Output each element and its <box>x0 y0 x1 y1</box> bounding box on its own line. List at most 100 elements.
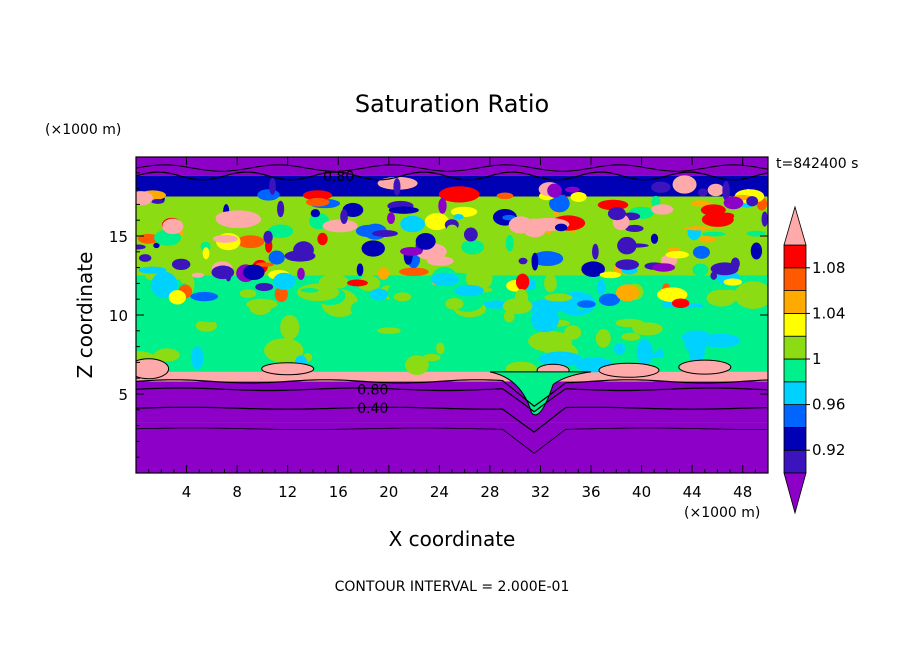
field-cell-dry <box>387 212 395 225</box>
contour-upper-080 <box>136 171 768 181</box>
field-cell-dry <box>356 263 364 277</box>
y-tick-label-2: 15 <box>109 228 128 246</box>
field-cell-upper <box>300 288 319 293</box>
x-tick-label-2: 12 <box>278 483 297 501</box>
field-cell-mid <box>150 271 178 299</box>
field-cell-upper <box>570 191 587 202</box>
field-cell-dry <box>310 209 321 218</box>
field-cell-upper <box>596 279 606 295</box>
low-lens-3 <box>598 362 660 378</box>
field-cell-mid <box>246 298 278 310</box>
saturation-cells <box>136 175 768 416</box>
field-cell-dry <box>415 232 436 250</box>
field-cell-upper <box>255 262 274 267</box>
colorbar-segment-2 <box>783 404 807 428</box>
field-cell-upper <box>302 190 333 201</box>
field-cell-mid <box>445 297 464 310</box>
field-cell-upper <box>479 292 492 303</box>
field-cell-upper <box>190 291 219 302</box>
field-cell-upper <box>502 298 533 315</box>
field-cell-mid <box>153 348 180 362</box>
field-cell-mid <box>688 338 705 365</box>
field-cell-upper <box>549 194 570 213</box>
field-cell-upper <box>544 293 573 302</box>
field-cell-dry <box>554 223 568 232</box>
field-cell-dry <box>746 196 759 207</box>
y-axis-title: Z coordinate <box>73 252 97 379</box>
field-cell-upper <box>236 235 265 249</box>
central-dip <box>489 371 592 416</box>
field-cell-mid <box>431 316 465 337</box>
x-tick-label-6: 28 <box>480 483 499 501</box>
low-lens-0 <box>136 358 170 380</box>
field-cell-mid <box>377 327 401 334</box>
field-cell-upper <box>426 256 454 266</box>
field-band-6 <box>136 157 768 176</box>
field-cell-upper <box>267 224 294 239</box>
field-cell-upper <box>153 242 160 249</box>
field-cell-dry <box>242 264 265 281</box>
field-cell-mid <box>350 300 375 318</box>
field-cell-upper <box>372 230 398 237</box>
field-cell-upper <box>667 247 681 253</box>
field-cell-mid <box>614 343 626 355</box>
colorbar-label-0: 0.92 <box>812 441 845 459</box>
colorbar-label-1: 0.96 <box>812 396 845 414</box>
field-cell-mid <box>632 322 663 336</box>
field-cell-supersaturated <box>322 219 358 233</box>
x-tick-label-1: 8 <box>232 483 242 501</box>
field-cell-upper <box>671 298 690 309</box>
field-cell-upper <box>702 231 726 237</box>
field-cell-upper <box>723 239 733 251</box>
field-cell-upper <box>255 282 274 292</box>
field-cell-dry <box>592 243 599 260</box>
field-cell-mid <box>190 346 204 370</box>
x-tick-label-10: 44 <box>683 483 702 501</box>
field-cell-dry <box>393 178 401 196</box>
field-cell-mid <box>422 353 441 362</box>
field-cell-mid <box>350 330 371 339</box>
field-cell-dry <box>617 236 637 255</box>
field-cell-upper <box>454 284 484 297</box>
field-cell-mid <box>538 351 583 367</box>
field-cell-dry <box>340 209 348 225</box>
field-cell-upper <box>657 287 688 303</box>
field-cell-upper <box>393 292 412 302</box>
contour-lower-040 <box>136 406 768 433</box>
colorbar-segment-5 <box>783 335 807 360</box>
contour-upper-060 <box>136 164 768 172</box>
field-cell-dry <box>615 259 640 270</box>
field-cell-mid <box>745 290 768 302</box>
field-cell-upper <box>257 189 280 201</box>
field-cell-upper <box>581 261 605 277</box>
contour-lower-080 <box>136 387 768 413</box>
field-cell-upper <box>136 244 146 250</box>
field-cell-supersaturated <box>508 216 533 234</box>
field-cell-mid <box>465 266 493 291</box>
x-axis-ticks: 4 8 12 16 20 24 28 32 36 40 44 48 <box>148 157 756 501</box>
field-cell-upper <box>665 251 689 259</box>
x-tick-label-7: 32 <box>531 483 550 501</box>
field-cell-mid <box>348 318 360 332</box>
field-cell-upper <box>692 245 710 259</box>
field-cell-dry <box>722 180 730 201</box>
field-cell-dry <box>269 177 276 195</box>
field-cell-dry <box>463 227 478 242</box>
field-cell-mid <box>436 342 445 355</box>
contour-label-1: 0.80 <box>357 382 388 398</box>
x-tick-label-8: 36 <box>581 483 600 501</box>
field-cell-upper <box>305 197 330 207</box>
field-cell-upper <box>151 198 165 204</box>
field-cell-supersaturated <box>438 186 480 203</box>
field-cell-upper <box>577 300 596 308</box>
field-band-0 <box>136 422 768 473</box>
y-axis-ticks: 5 10 15 <box>109 172 768 458</box>
colorbar-label-2: 1 <box>812 350 822 368</box>
field-cell-dry <box>138 254 152 262</box>
field-cell-upper <box>683 226 713 231</box>
x-tick-label-9: 40 <box>632 483 651 501</box>
field-band-2 <box>136 371 768 382</box>
field-cell-upper <box>239 289 257 299</box>
colorbar-segment-3 <box>783 381 807 405</box>
